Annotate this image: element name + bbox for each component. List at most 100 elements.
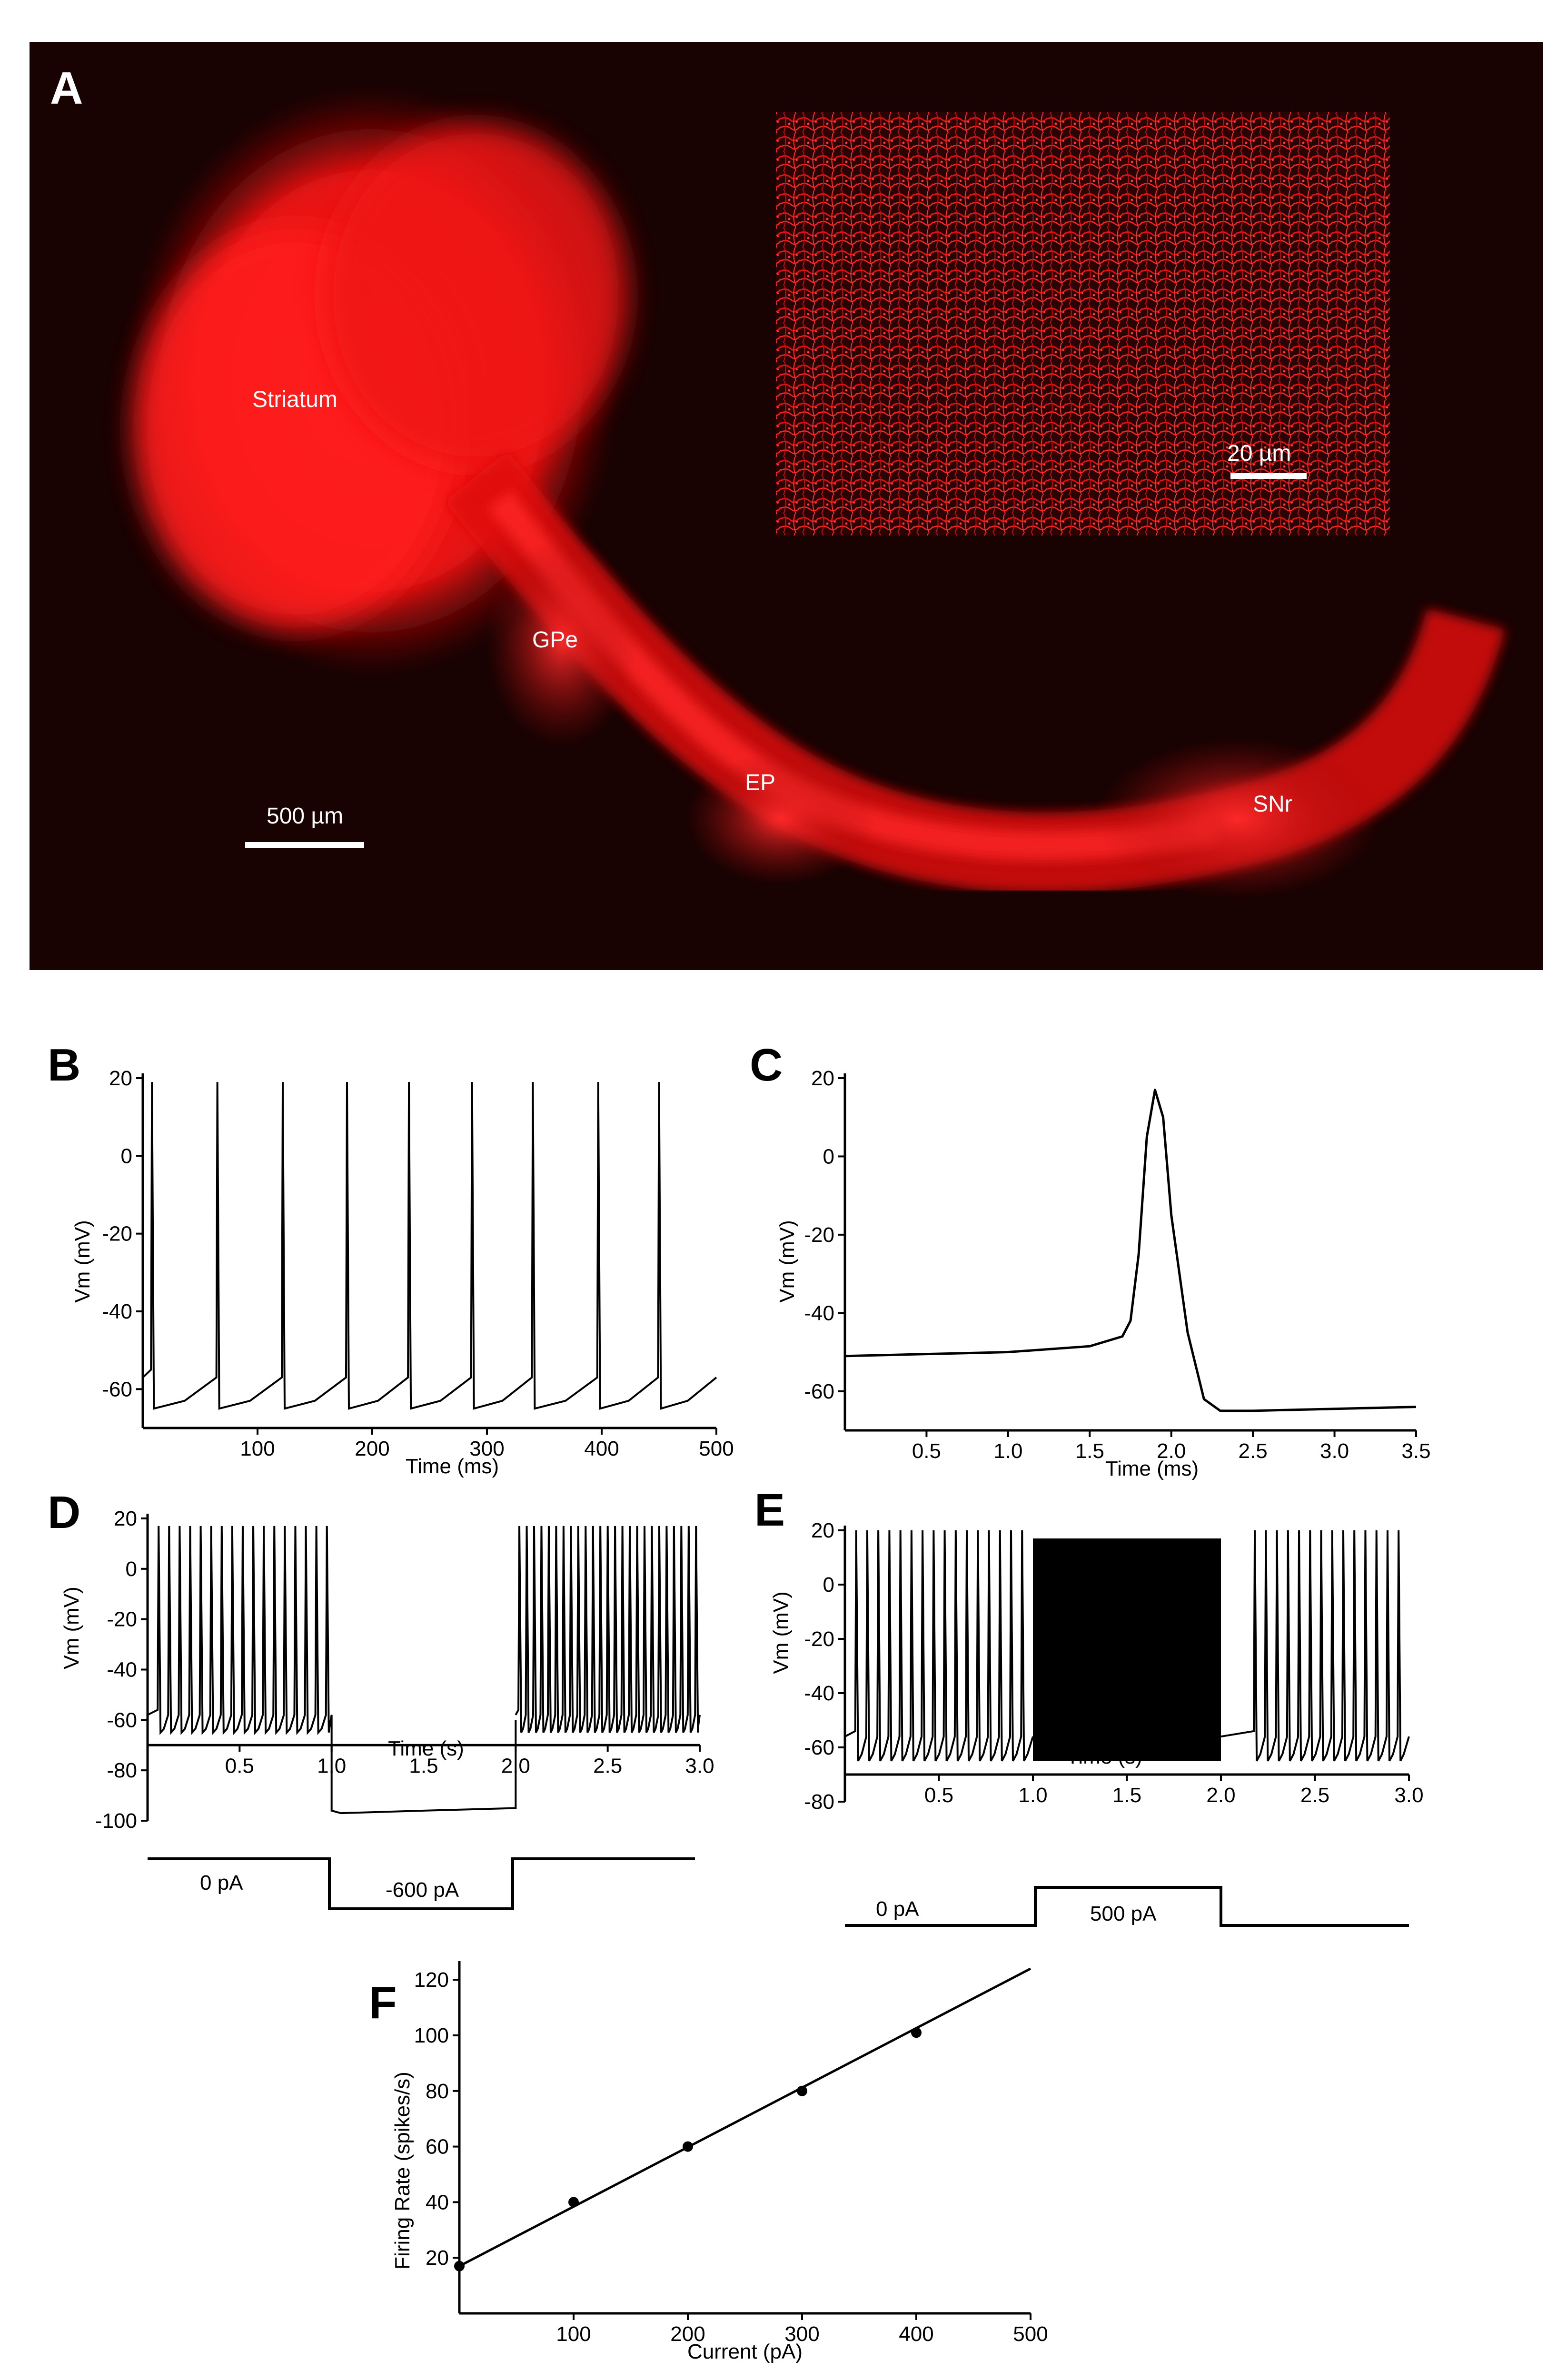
y-tick-label: -100 — [95, 1809, 137, 1833]
y-tick-label: -20 — [102, 1222, 132, 1246]
y-tick-label: -60 — [107, 1708, 137, 1732]
x-tick-label: 300 — [469, 1437, 504, 1460]
y-tick-label: -40 — [107, 1658, 137, 1682]
y-tick-label: 20 — [109, 1067, 132, 1090]
x-tick-label: 500 — [699, 1437, 734, 1460]
panel-d-current-rest: 0 pA — [200, 1871, 243, 1894]
panel-b-xlabel: Time (ms) — [406, 1455, 499, 1478]
y-tick-label: 100 — [414, 2024, 449, 2047]
panel-b-trace — [142, 1082, 717, 1410]
panel-d-trace-post — [515, 1526, 701, 1733]
y-tick-label: 40 — [426, 2191, 449, 2214]
panel-e-step-band — [1033, 1538, 1221, 1761]
panel-letter-a: A — [50, 63, 83, 114]
panel-f-data-point — [568, 2197, 579, 2208]
y-tick-label: 0 — [823, 1145, 834, 1168]
y-tick-label: -20 — [804, 1627, 834, 1651]
x-tick-label: 0.5 — [225, 1754, 254, 1777]
y-tick-label: 20 — [426, 2246, 449, 2270]
panel-d-trace-pre — [147, 1526, 517, 1815]
y-tick-label: -80 — [107, 1759, 137, 1782]
y-tick-label: -20 — [804, 1223, 834, 1247]
y-tick-label: 0 — [823, 1573, 834, 1597]
panel-f: F 20 40 60 80 100 120 100 200 300 400 500 Current … — [369, 1961, 1048, 2363]
panel-d-current-step — [148, 1857, 695, 1910]
panel-letter-f: F — [369, 1977, 397, 2028]
y-tick-label: 20 — [811, 1067, 834, 1090]
x-tick-label: 2.5 — [593, 1754, 622, 1777]
panel-d-current-step-label: -600 pA — [386, 1878, 459, 1902]
y-tick-label: 0 — [126, 1557, 137, 1581]
x-tick-label: 3.0 — [1320, 1439, 1349, 1463]
x-tick-label: 400 — [584, 1437, 619, 1460]
y-tick-label: 80 — [426, 2080, 449, 2103]
panel-b-ylabel: Vm (mV) — [71, 1220, 94, 1303]
x-tick-label: 2.0 — [1157, 1439, 1186, 1463]
y-tick-label: -20 — [107, 1608, 137, 1631]
y-tick-label: 20 — [811, 1519, 834, 1542]
inset-image — [776, 112, 1390, 536]
panel-e-current-rest: 0 pA — [876, 1897, 919, 1921]
region-label-snr: SNr — [1253, 792, 1292, 817]
x-tick-label: 2.5 — [1239, 1439, 1268, 1463]
panel-f-fit-line — [458, 1967, 1031, 2267]
panel-e-trace-pre — [844, 1530, 1034, 1762]
x-tick-label: 100 — [556, 2322, 591, 2346]
panel-f-data-point — [797, 2085, 807, 2096]
y-tick-label: -60 — [102, 1378, 132, 1401]
x-tick-label: 3.0 — [1394, 1784, 1423, 1807]
panel-e-xlabel: Time (s) — [1066, 1745, 1142, 1768]
panel-e-trace-post — [1220, 1530, 1410, 1762]
y-tick-label: 60 — [426, 2135, 449, 2159]
panel-e-ylabel: Vm (mV) — [769, 1591, 793, 1674]
panel-d-ylabel: Vm (mV) — [60, 1587, 83, 1669]
x-tick-label: 500 — [1013, 2322, 1048, 2346]
x-tick-label: 0.5 — [924, 1784, 953, 1807]
x-tick-label: 3.0 — [685, 1754, 714, 1777]
y-tick-label: -40 — [804, 1301, 834, 1325]
panel-f-ylabel: Firing Rate (spikes/s) — [391, 2072, 414, 2270]
y-tick-label: 0 — [121, 1144, 132, 1168]
panel-e: E 20 0 -20 -40 -60 -80 0.5 1.0 1.5 2.0 2.5 3.0 Time… — [754, 1485, 1424, 1927]
x-tick-label: 2.0 — [1206, 1784, 1235, 1807]
scalebar-inset-label: 20 µm — [1227, 441, 1291, 466]
x-tick-label: 400 — [899, 2322, 933, 2346]
region-label-gpe: GPe — [532, 627, 578, 653]
x-tick-label: 1.0 — [993, 1439, 1022, 1463]
panel-c-trace — [844, 1089, 1417, 1412]
x-tick-label: 1.0 — [1018, 1784, 1047, 1807]
x-tick-label: 100 — [240, 1437, 275, 1460]
panel-a-micrograph — [30, 42, 1543, 970]
x-tick-label: 1.5 — [409, 1754, 438, 1777]
panel-d-xlabel: Time (s) — [388, 1737, 464, 1760]
y-tick-label: -60 — [804, 1380, 834, 1403]
x-tick-label: 200 — [355, 1437, 389, 1460]
panel-c: C 20 0 -20 -40 -60 0.5 1.0 1.5 2.0 2.5 3.0 3.5 Time… — [750, 1040, 1431, 1480]
panel-c-xlabel: Time (ms) — [1105, 1457, 1199, 1480]
x-tick-label: 300 — [784, 2322, 819, 2346]
y-tick-label: -40 — [804, 1682, 834, 1705]
panel-f-data-point — [911, 2027, 922, 2038]
panel-letter-d: D — [48, 1487, 80, 1538]
panel-c-axes: 20 0 -20 -40 -60 0.5 1.0 1.5 2.0 2.5 3.0 3.5 — [804, 1067, 1430, 1463]
panel-letter-b: B — [48, 1040, 80, 1091]
panel-f-axes: 20 40 60 80 100 120 100 200 300 400 500 — [414, 1961, 1048, 2346]
x-tick-label: 2.5 — [1300, 1784, 1329, 1807]
panel-f-data-point — [683, 2141, 693, 2152]
region-label-ep: EP — [745, 770, 775, 795]
panel-letter-e: E — [754, 1485, 785, 1536]
panel-e-current-step — [845, 1886, 1409, 1927]
y-tick-label: 120 — [414, 1968, 449, 1992]
y-tick-label: -80 — [804, 1790, 834, 1814]
y-tick-label: -60 — [804, 1736, 834, 1759]
panel-f-xlabel: Current (pA) — [687, 2340, 803, 2363]
panel-e-axes: 20 0 -20 -40 -60 -80 0.5 1.0 1.5 2.0 2.5 3.0 — [804, 1519, 1423, 1814]
y-tick-label: 20 — [114, 1507, 137, 1530]
x-tick-label: 0.5 — [912, 1439, 941, 1463]
panel-letter-c: C — [750, 1040, 783, 1091]
panel-e-current-step-label: 500 pA — [1090, 1902, 1157, 1925]
